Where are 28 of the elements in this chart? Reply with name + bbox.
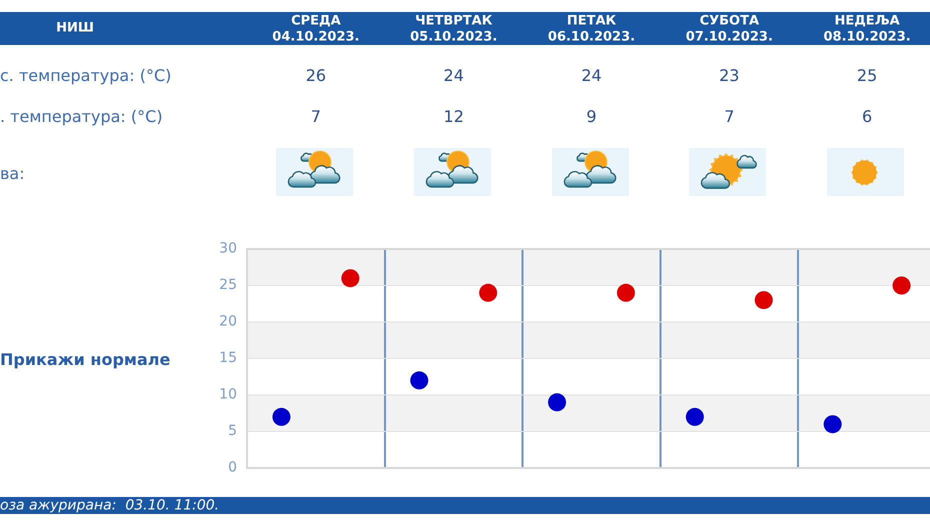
data-label: 24 bbox=[444, 66, 464, 86]
y-tick-label: 25 bbox=[219, 277, 237, 294]
y-tick-label: 10 bbox=[219, 386, 237, 403]
text: Прикажи нормале bbox=[0, 350, 171, 370]
y-tick-label: 15 bbox=[219, 350, 237, 366]
y-tick-label: 0 bbox=[228, 460, 237, 476]
data-label: 9 bbox=[586, 107, 597, 126]
text: с. температура: (°C) bbox=[0, 66, 172, 86]
text: оза ажурирана: 03.10. 11:00. bbox=[0, 498, 220, 514]
text: СУБОТА 07.10.2023. bbox=[686, 13, 773, 44]
data-label: 7 bbox=[724, 107, 734, 126]
y-tick-label: 5 bbox=[228, 423, 237, 440]
y-tick-label: 30 bbox=[219, 240, 237, 257]
text: НЕДЕЉА 08.10.2023. bbox=[824, 13, 911, 44]
text: НИШ bbox=[56, 20, 94, 36]
data-label: 7 bbox=[310, 107, 321, 126]
data-label: 26 bbox=[306, 66, 326, 86]
text: ва: bbox=[0, 164, 25, 184]
data-label: 23 bbox=[719, 66, 740, 86]
text: ПЕТАК 06.10.2023. bbox=[548, 13, 636, 44]
data-label: 6 bbox=[862, 107, 872, 126]
data-label: 12 bbox=[444, 107, 464, 126]
text: ЧЕТВРТАК 05.10.2023. bbox=[410, 13, 498, 44]
text: . температура: (°C) bbox=[0, 107, 163, 126]
text: СРЕДА 04.10.2023. bbox=[272, 13, 360, 44]
data-label: 25 bbox=[856, 66, 878, 86]
y-tick-label: 20 bbox=[219, 314, 237, 330]
data-label: 24 bbox=[581, 66, 602, 86]
